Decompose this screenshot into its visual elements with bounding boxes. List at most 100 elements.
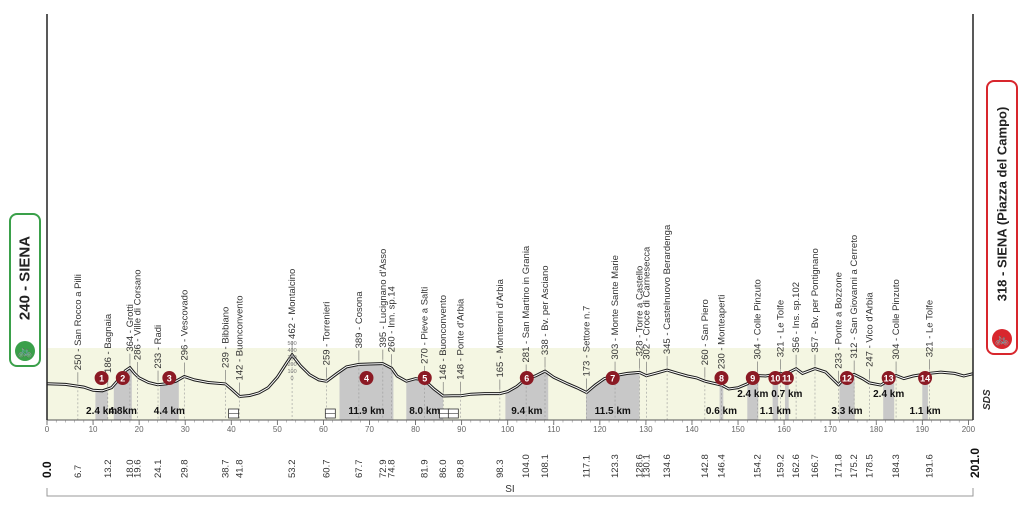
sector-band — [922, 373, 928, 420]
place-label: 165 - Monteroni d'Arbia — [495, 278, 506, 377]
sector-number: 9 — [750, 374, 755, 384]
place-km-label: 13.2 — [103, 460, 114, 479]
place-km-label: 175.2 — [849, 454, 860, 478]
sector-length: 4.4 km — [154, 406, 185, 417]
place-km-label: 184.3 — [891, 454, 902, 478]
sector-badge — [519, 371, 534, 385]
sector-badge — [417, 371, 432, 385]
place-label: 233 - Radi — [153, 325, 164, 369]
x-tick-label: 140 — [685, 425, 699, 434]
profile-line-highlight — [46, 354, 974, 398]
start-badge-text: 240 - SIENA — [16, 235, 34, 321]
sector-band — [883, 376, 895, 420]
x-tick-label: 160 — [777, 425, 791, 434]
sector-number: 8 — [719, 374, 724, 384]
place-km-label: 166.7 — [810, 454, 821, 478]
x-tick-label: 70 — [365, 425, 374, 434]
sector-length: 2.4 km — [873, 389, 904, 400]
sector-badge — [745, 371, 760, 385]
place-label: 395 - Lucignano d'Asso — [378, 249, 389, 348]
sector-band — [339, 363, 394, 420]
sector-length: 11.5 km — [595, 406, 631, 417]
place-label: 250 - San Rocco a Pilli — [73, 274, 84, 370]
sector-number: 11 — [782, 374, 792, 384]
x-tick-label: 10 — [89, 425, 98, 434]
sector-number: 1 — [99, 374, 104, 384]
y-scale-label: 400 — [287, 348, 296, 354]
place-km-label: 154.2 — [752, 454, 763, 478]
place-km-label: 60.7 — [322, 460, 333, 479]
x-tick-label: 110 — [547, 425, 560, 434]
x-tick-label: 100 — [501, 425, 515, 434]
sector-number: 12 — [842, 374, 852, 384]
sector-length: 9.4 km — [511, 406, 542, 417]
place-label: 312 - San Giovanni a Cerreto — [849, 235, 860, 359]
place-label: 230 - Monteaperti — [716, 295, 727, 369]
place-label: 303 - Monte Sante Marie — [610, 255, 621, 360]
sector-number: 6 — [524, 374, 529, 384]
place-label: 259 - Torrenieri — [322, 302, 333, 366]
sector-number: 13 — [884, 374, 894, 384]
place-km-label: 162.6 — [791, 454, 802, 478]
x-tick-label: 40 — [227, 425, 236, 434]
sector-length: 11.9 km — [348, 406, 384, 417]
place-label: 260 - Inn. sp.14 — [387, 286, 398, 352]
place-km-label: 6.7 — [73, 465, 84, 478]
place-km-label: 24.1 — [153, 460, 164, 479]
place-km-label: 130.1 — [641, 454, 652, 478]
x-tick-label: 190 — [916, 425, 930, 434]
place-label: 148 - Ponte d'Arbia — [456, 298, 467, 380]
y-scale-label: 300 — [287, 355, 296, 361]
place-km-label: 178.5 — [864, 454, 875, 478]
x-tick-label: 50 — [273, 425, 282, 434]
x-tick-label: 120 — [593, 425, 607, 434]
place-label: 186 - Bagnaia — [103, 313, 114, 373]
sector-length: 2.4 km — [737, 389, 768, 400]
place-label: 321 - Le Tolfe — [925, 300, 936, 357]
place-km-label: 81.9 — [419, 460, 430, 479]
sector-band — [159, 379, 179, 420]
sector-band — [772, 373, 779, 420]
sector-badge — [162, 371, 177, 385]
sector-length: 2.4 km — [86, 406, 117, 417]
place-label: 304 - Colle Pinzuto — [891, 279, 902, 359]
x-tick-label: 200 — [962, 425, 976, 434]
sector-band — [839, 374, 855, 420]
sector-length: 8.0 km — [409, 406, 440, 417]
place-label: 270 - Pieve a Salti — [419, 287, 430, 364]
place-label: 345 - Castelnuovo Berardenga — [662, 224, 673, 354]
y-scale-label: 100 — [287, 369, 296, 375]
place-km-label: 38.7 — [220, 460, 231, 479]
sector-band — [747, 375, 759, 420]
km-end-label: 201.0 — [968, 447, 982, 478]
place-label: 389 - Cosona — [354, 291, 365, 349]
place-km-label: 128.6 — [634, 454, 645, 478]
place-label: 304 - Colle Pinzuto — [752, 279, 763, 359]
place-label: 356 - Ins. sp.102 — [791, 282, 802, 353]
sector-badge — [918, 371, 933, 385]
place-label: 286 - Ville di Corsano — [132, 269, 143, 360]
x-tick-label: 150 — [731, 425, 745, 434]
sector-number: 5 — [422, 374, 427, 384]
place-label: 302 - Croce di Carnesecca — [641, 246, 652, 360]
sector-badge — [779, 371, 794, 385]
place-km-label: 159.2 — [775, 454, 786, 478]
x-tick-label: 170 — [824, 425, 838, 434]
sector-number: 7 — [610, 374, 615, 384]
place-label: 173 - Settore n.7 — [581, 306, 592, 377]
place-km-label: 41.8 — [235, 460, 246, 479]
place-km-label: 104.0 — [521, 454, 532, 478]
legend-bracket — [46, 488, 974, 497]
place-km-label: 98.3 — [495, 460, 506, 479]
bike-icon: 🚲 — [992, 329, 1012, 349]
km-start-label: 0.0 — [40, 461, 54, 478]
sector-number: 14 — [920, 374, 930, 384]
place-label: 247 - Vico d'Arbia — [864, 292, 875, 367]
place-km-label: 108.1 — [540, 454, 551, 478]
sector-badge — [768, 371, 783, 385]
sector-length: 0.6 km — [706, 406, 737, 417]
place-label: 321 - Le Tolfe — [775, 300, 786, 357]
place-km-label: 117.1 — [581, 455, 592, 478]
sector-length: 1.1 km — [910, 406, 941, 417]
